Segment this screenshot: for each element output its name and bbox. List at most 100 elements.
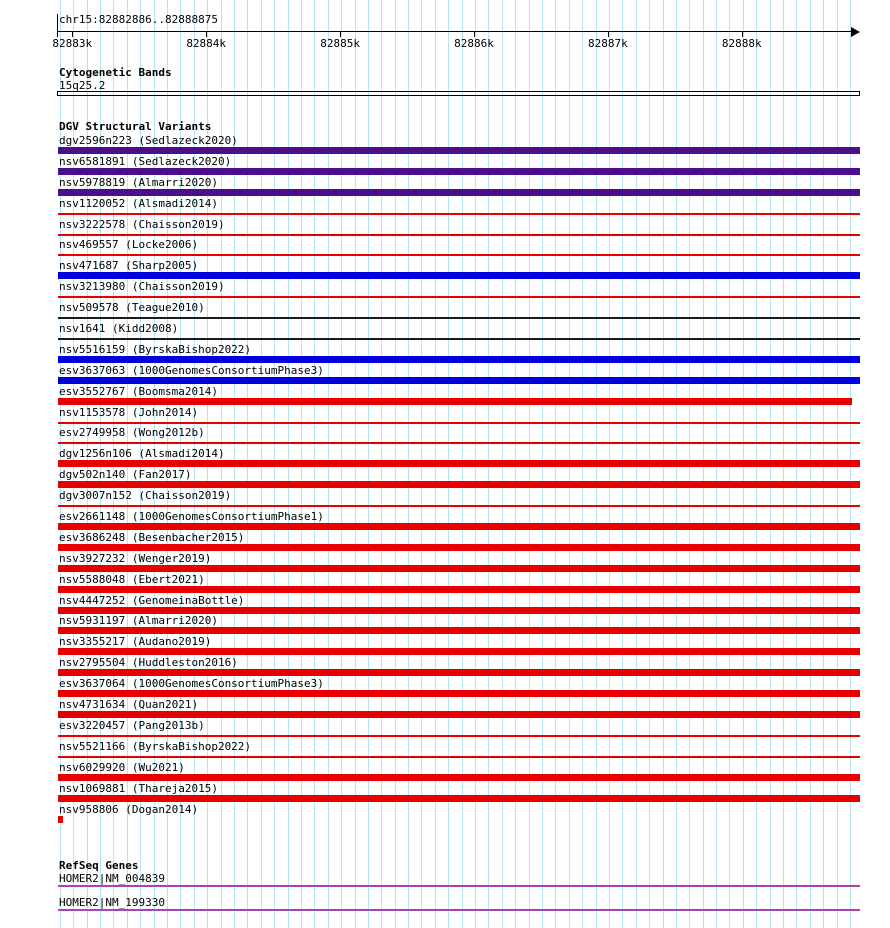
variant-label[interactable]: nsv5521166 (ByrskaBishop2022) — [59, 739, 252, 753]
variant-bar[interactable] — [58, 254, 860, 257]
variant-bar[interactable] — [58, 272, 860, 280]
variant-row: esv3686248 (Besenbacher2015) — [58, 531, 860, 552]
variant-label[interactable]: nsv469557 (Locke2006) — [59, 238, 199, 252]
variant-bar[interactable] — [58, 167, 860, 175]
variant-label[interactable]: nsv5931197 (Almarri2020) — [59, 614, 218, 628]
gene-line[interactable] — [58, 885, 860, 887]
variant-bar[interactable] — [58, 481, 860, 489]
variant-row: esv3220457 (Pang2013b) — [58, 719, 860, 740]
variant-bar[interactable] — [58, 355, 860, 363]
variant-label[interactable]: nsv3927232 (Wenger2019) — [59, 551, 212, 565]
ruler-tick-label: 82885k — [320, 37, 360, 50]
ruler-tick-label: 82886k — [454, 37, 494, 50]
variant-row: nsv2795504 (Huddleston2016) — [58, 656, 860, 677]
ruler-tick — [607, 32, 609, 37]
variant-label[interactable]: nsv5516159 (ByrskaBishop2022) — [59, 342, 252, 356]
variant-bar[interactable] — [58, 147, 860, 154]
variant-row: nsv5931197 (Almarri2020) — [58, 614, 860, 635]
variant-label[interactable]: dgv2596n223 (Sedlazeck2020) — [59, 134, 238, 147]
variant-bar[interactable] — [58, 711, 860, 719]
variant-bar[interactable] — [58, 543, 860, 551]
variant-row: nsv509578 (Teague2010) — [58, 301, 860, 322]
variant-label[interactable]: nsv3213980 (Chaisson2019) — [59, 280, 225, 294]
variant-bar[interactable] — [58, 627, 860, 635]
variant-label[interactable]: esv3637064 (1000GenomesConsortiumPhase3) — [59, 677, 324, 691]
ruler-tick-label: 82887k — [588, 37, 628, 50]
variant-bar[interactable] — [58, 815, 63, 823]
ruler-arrow-icon — [851, 27, 860, 37]
variant-label[interactable]: nsv471687 (Sharp2005) — [59, 259, 199, 273]
variant-label[interactable]: nsv5978819 (Almarri2020) — [59, 175, 218, 189]
variant-bar[interactable] — [58, 734, 860, 737]
variant-label[interactable]: nsv1069881 (Thareja2015) — [59, 781, 218, 795]
variant-label[interactable]: nsv3355217 (Audano2019) — [59, 635, 212, 649]
variant-label[interactable]: nsv1153578 (John2014) — [59, 405, 199, 419]
variant-label[interactable]: nsv4731634 (Quan2021) — [59, 698, 199, 712]
variant-bar[interactable] — [58, 376, 860, 384]
variant-row: esv3552767 (Boomsma2014) — [58, 385, 860, 406]
variant-bar[interactable] — [58, 296, 860, 299]
variant-bar[interactable] — [58, 233, 860, 236]
variant-bar[interactable] — [58, 188, 860, 196]
gene-label[interactable]: HOMER2|NM_199330 — [59, 896, 165, 909]
variant-label[interactable]: nsv509578 (Teague2010) — [59, 301, 205, 315]
ruler-tick — [741, 32, 743, 37]
cytogenetic-bands-title: Cytogenetic Bands — [59, 66, 172, 79]
variant-bar[interactable] — [58, 690, 860, 698]
variant-row: nsv6029920 (Wu2021) — [58, 761, 860, 782]
variant-bar[interactable] — [58, 317, 860, 320]
variant-bar[interactable] — [58, 338, 860, 341]
variant-label[interactable]: esv2749958 (Wong2012b) — [59, 426, 205, 440]
variant-label[interactable]: nsv6029920 (Wu2021) — [59, 760, 185, 774]
gene-row: HOMER2|NM_004839 — [58, 872, 860, 896]
variant-row: nsv1069881 (Thareja2015) — [58, 782, 860, 803]
variant-label[interactable]: esv3220457 (Pang2013b) — [59, 718, 205, 732]
variant-bar[interactable] — [58, 397, 852, 405]
gene-label[interactable]: HOMER2|NM_004839 — [59, 872, 165, 885]
variant-label[interactable]: nsv3222578 (Chaisson2019) — [59, 217, 225, 231]
variant-label[interactable]: nsv4447252 (GenomeinaBottle) — [59, 593, 245, 607]
variant-label[interactable]: nsv5588048 (Ebert2021) — [59, 572, 205, 586]
dgv-section-title: DGV Structural Variants — [59, 120, 212, 133]
variant-row: esv3637063 (1000GenomesConsortiumPhase3) — [58, 364, 860, 385]
variant-label[interactable]: nsv6581891 (Sedlazeck2020) — [59, 154, 232, 168]
cytoband-rect[interactable] — [57, 91, 860, 96]
variant-bar[interactable] — [58, 755, 860, 758]
variant-label[interactable]: nsv1641 (Kidd2008) — [59, 322, 179, 336]
refseq-gene-list: HOMER2|NM_004839 HOMER2|NM_199330 — [58, 872, 860, 920]
variant-bar[interactable] — [58, 460, 860, 468]
variant-label[interactable]: nsv958806 (Dogan2014) — [59, 802, 199, 816]
variant-label[interactable]: dgv3007n152 (Chaisson2019) — [59, 489, 232, 503]
variant-label[interactable]: esv3552767 (Boomsma2014) — [59, 384, 218, 398]
variant-row: nsv5516159 (ByrskaBishop2022) — [58, 343, 860, 364]
variant-label[interactable]: dgv1256n106 (Alsmadi2014) — [59, 447, 225, 461]
variant-label[interactable]: esv2661148 (1000GenomesConsortiumPhase1) — [59, 510, 324, 524]
variant-row: dgv502n140 (Fan2017) — [58, 468, 860, 489]
variant-bar[interactable] — [58, 442, 860, 445]
gene-row: HOMER2|NM_199330 — [58, 896, 860, 920]
variant-bar[interactable] — [58, 421, 860, 424]
variant-bar[interactable] — [58, 212, 860, 215]
variant-bar[interactable] — [58, 794, 860, 802]
variant-row: nsv5588048 (Ebert2021) — [58, 573, 860, 594]
variant-row: nsv1153578 (John2014) — [58, 406, 860, 427]
variant-row: dgv3007n152 (Chaisson2019) — [58, 489, 860, 510]
variant-bar[interactable] — [58, 505, 860, 508]
variant-label[interactable]: esv3686248 (Besenbacher2015) — [59, 530, 245, 544]
variant-label[interactable]: esv3637063 (1000GenomesConsortiumPhase3) — [59, 363, 324, 377]
ruler-tick — [72, 32, 74, 37]
gene-line[interactable] — [58, 909, 860, 911]
variant-label[interactable]: nsv1120052 (Alsmadi2014) — [59, 196, 218, 210]
variant-label[interactable]: nsv2795504 (Huddleston2016) — [59, 656, 238, 670]
variant-bar[interactable] — [58, 669, 860, 677]
variant-bar[interactable] — [58, 564, 860, 572]
variant-bar[interactable] — [58, 523, 860, 531]
variant-bar[interactable] — [58, 585, 860, 593]
variant-label[interactable]: dgv502n140 (Fan2017) — [59, 468, 192, 482]
variant-bar[interactable] — [58, 648, 860, 656]
variant-bar[interactable] — [58, 606, 860, 614]
variant-bar[interactable] — [58, 773, 860, 781]
region-label: chr15:82882886..82888875 — [59, 13, 218, 26]
